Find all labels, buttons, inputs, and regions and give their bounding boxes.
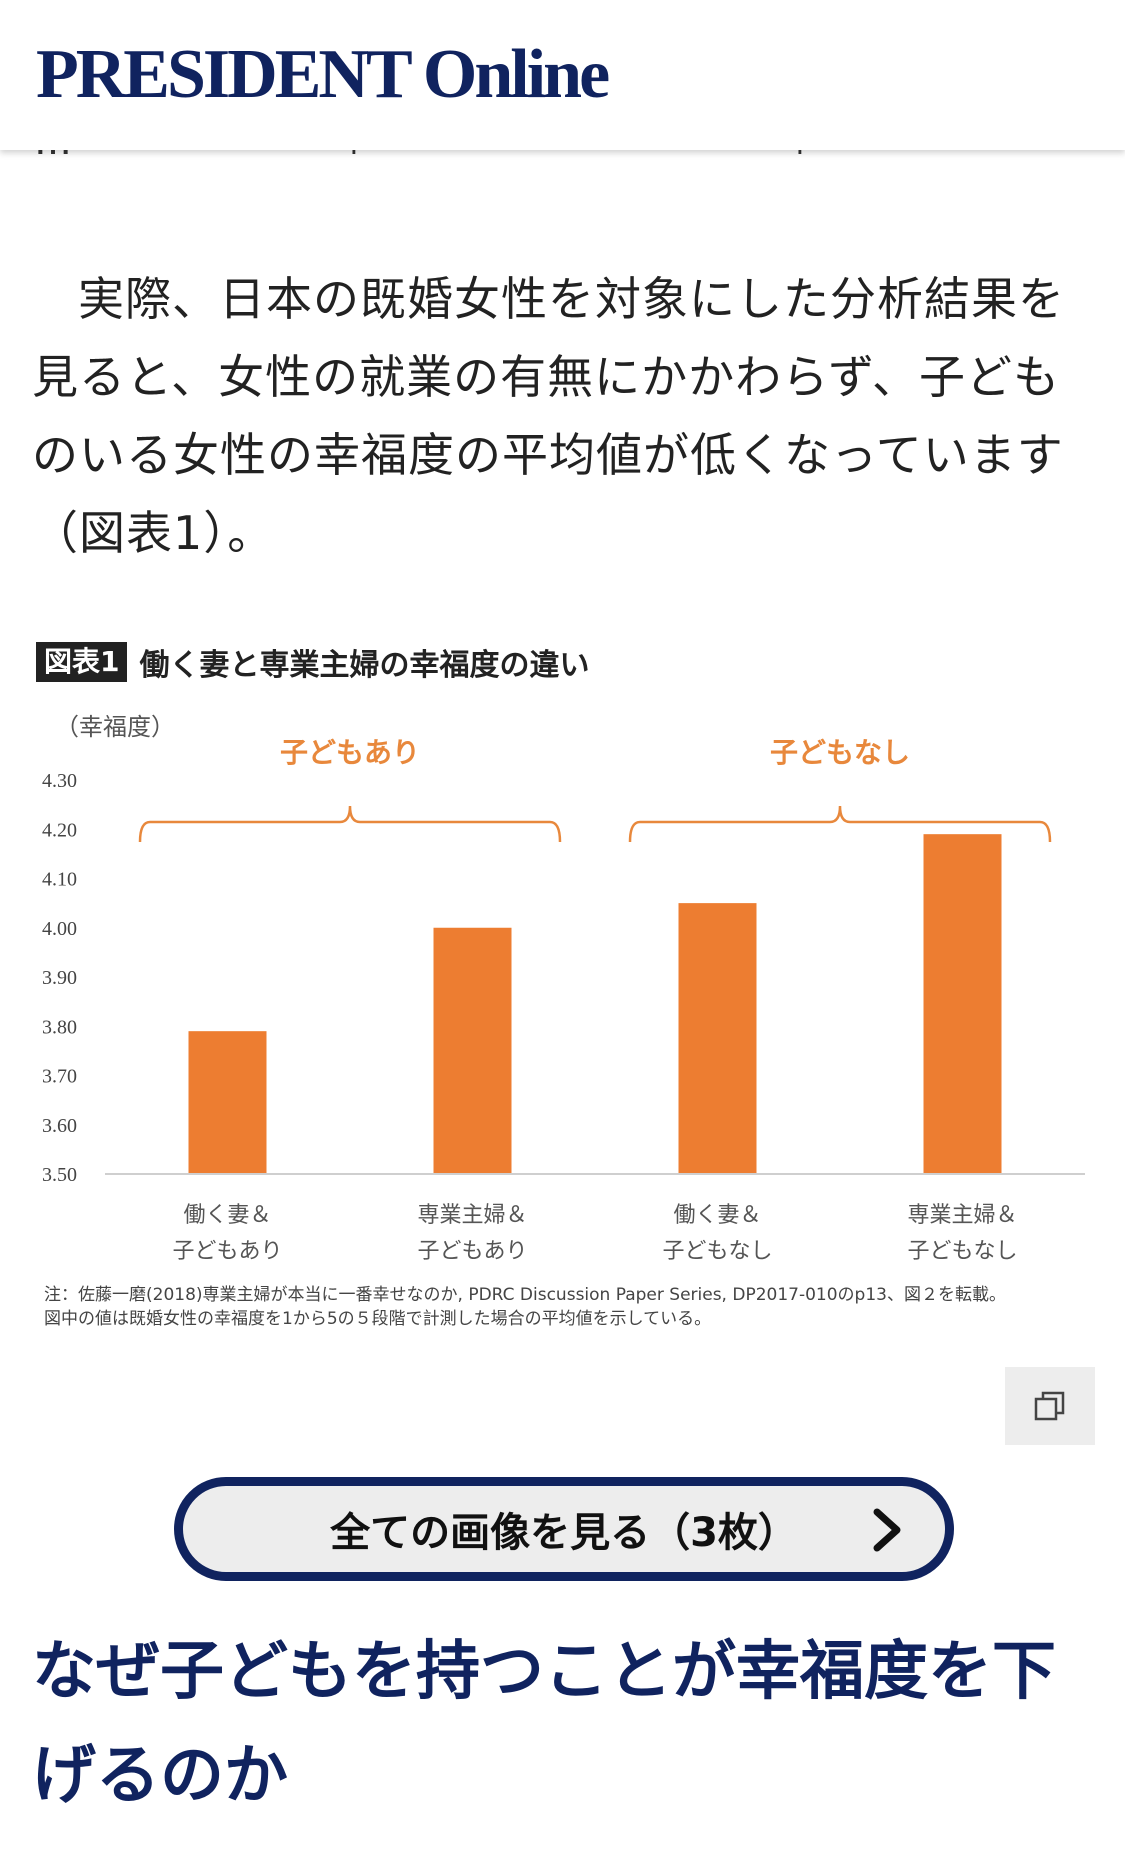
figure-badge: 図表1 <box>36 642 128 682</box>
figure-note: 注：佐藤一磨(2018)専業主婦が本当に一番幸せなのか, PDRC Discus… <box>44 1283 1084 1331</box>
article-body: 実際、日本の既婚女性を対象にした分析結果を見ると、女性の就業の有無にかかわらず、… <box>32 260 1097 572</box>
category-label-3-0: 専業主婦＆ <box>907 1202 1017 1227</box>
category-label-1-1: 子どもあり <box>417 1238 527 1263</box>
group-bracket-0 <box>138 805 562 843</box>
group-label-0: 子どもあり <box>280 736 420 769</box>
y-tick-label-5: 3.80 <box>42 1016 77 1038</box>
y-tick-label-3: 4.00 <box>42 918 77 940</box>
figure-note-line-2: 図中の値は既婚女性の幸福度を1から5の５段階で計測した場合の平均値を示している。 <box>44 1309 712 1329</box>
section-heading: なぜ子どもを持つことが幸福度を下げるのか <box>32 1635 1056 1813</box>
y-tick-label-4: 3.90 <box>42 967 77 989</box>
y-axis-label: （幸福度） <box>55 714 175 741</box>
y-tick-label-0: 4.30 <box>42 770 77 792</box>
y-tick-label-7: 3.60 <box>42 1115 77 1137</box>
figure-title: 働く妻と専業主婦の幸福度の違い <box>139 648 590 683</box>
y-tick-label-2: 4.10 <box>42 869 77 891</box>
view-all-images-button[interactable]: 全ての画像を見る（3枚） <box>174 1477 954 1581</box>
y-tick-label-6: 3.70 <box>42 1066 77 1088</box>
chevron-right-icon <box>873 1508 901 1552</box>
figure-title-row: 図表1 働く妻と専業主婦の幸福度の違い <box>36 640 589 684</box>
category-label-3-1: 子どもなし <box>907 1238 1017 1263</box>
bar-0 <box>188 1031 267 1174</box>
figure-note-line-1: 注：佐藤一磨(2018)専業主婦が本当に一番幸せなのか, PDRC Discus… <box>44 1285 1006 1305</box>
happiness-bar-chart[interactable]: （幸福度） 4.30 4.20 4.10 4.00 3.90 3.80 3.70 3.60 3.5… <box>0 690 1125 1270</box>
category-label-0-0: 働く妻＆ <box>183 1202 271 1227</box>
bar-1 <box>433 927 512 1174</box>
category-label-1-0: 専業主婦＆ <box>417 1202 527 1227</box>
group-label-1: 子どもなし <box>770 736 910 769</box>
article-paragraph: 実際、日本の既婚女性を対象にした分析結果を見ると、女性の就業の有無にかかわらず、… <box>32 272 1065 560</box>
bar-2 <box>678 903 757 1174</box>
site-logo[interactable]: PRESIDENT Online <box>36 36 610 113</box>
copy-button[interactable] <box>1005 1367 1095 1445</box>
copy-icon <box>1034 1391 1065 1421</box>
view-all-images-label: 全ての画像を見る（3枚） <box>330 1510 798 1556</box>
bar-3 <box>923 834 1002 1174</box>
y-tick-label-8: 3.50 <box>42 1164 77 1186</box>
group-bracket-1 <box>628 805 1052 843</box>
category-label-2-0: 働く妻＆ <box>673 1202 761 1227</box>
category-label-0-1: 子どもあり <box>172 1238 282 1263</box>
y-tick-label-1: 4.20 <box>42 819 77 841</box>
category-label-2-1: 子どもなし <box>662 1238 772 1263</box>
site-header: PRESIDENT Online <box>0 0 1125 150</box>
